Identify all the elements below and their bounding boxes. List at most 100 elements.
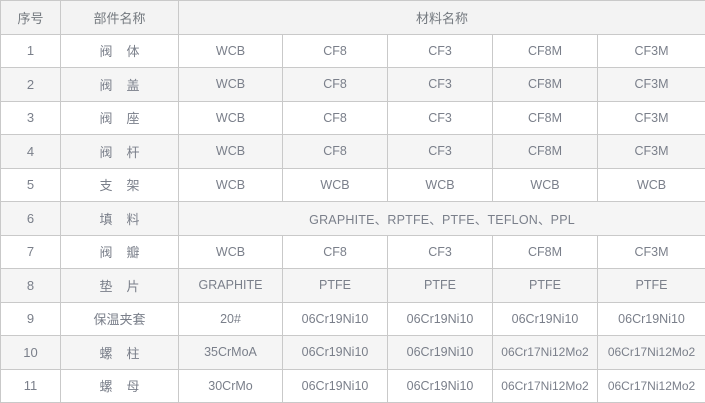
cell-material: 06Cr19Ni10 [283,302,388,336]
cell-part-name: 阀杆 [61,135,179,169]
cell-material: CF3M [598,235,705,269]
cell-material: 06Cr19Ni10 [388,336,493,370]
part-name-text: 阀体 [99,44,153,59]
cell-material: CF8 [283,101,388,135]
part-name-text: 阀杆 [99,145,153,160]
cell-material: WCB [179,168,283,202]
part-name-text: 螺母 [99,379,153,394]
part-name-text: 垫片 [99,279,153,294]
cell-material: WCB [598,168,705,202]
cell-part-name: 填料 [61,202,179,236]
cell-material: 06Cr17Ni12Mo2 [493,336,598,370]
cell-material: CF3 [388,235,493,269]
part-name-text: 阀座 [99,111,153,126]
cell-material: CF8M [493,235,598,269]
cell-sequence-number: 9 [1,302,61,336]
part-name-text: 支架 [99,178,153,193]
cell-sequence-number: 11 [1,369,61,403]
cell-sequence-number: 6 [1,202,61,236]
cell-part-name: 阀瓣 [61,235,179,269]
cell-part-name: 垫片 [61,269,179,303]
cell-part-name: 螺柱 [61,336,179,370]
cell-material: CF3 [388,101,493,135]
cell-sequence-number: 5 [1,168,61,202]
header-row: 序号部件名称材料名称 [1,1,705,35]
cell-sequence-number: 3 [1,101,61,135]
cell-material: CF3M [598,101,705,135]
cell-part-name: 螺母 [61,369,179,403]
cell-material: WCB [388,168,493,202]
cell-material: WCB [283,168,388,202]
cell-material: GRAPHITE [179,269,283,303]
cell-sequence-number: 2 [1,68,61,102]
cell-material: CF3M [598,34,705,68]
cell-material: WCB [179,34,283,68]
cell-material: CF3 [388,34,493,68]
cell-material: CF3M [598,135,705,169]
cell-material: PTFE [388,269,493,303]
cell-material: WCB [179,101,283,135]
cell-material: 30CrMo [179,369,283,403]
cell-material: CF8 [283,135,388,169]
cell-material: CF3M [598,68,705,102]
cell-sequence-number: 8 [1,269,61,303]
cell-material: WCB [493,168,598,202]
cell-material: CF8 [283,235,388,269]
cell-material: WCB [179,235,283,269]
table-row: 6 填料 GRAPHITE、RPTFE、PTFE、TEFLON、PPL [1,202,705,236]
cell-material: CF8M [493,68,598,102]
cell-part-name: 支架 [61,168,179,202]
cell-material: 06Cr19Ni10 [283,369,388,403]
cell-part-name: 阀盖 [61,68,179,102]
cell-material: WCB [179,135,283,169]
cell-part-name: 阀体 [61,34,179,68]
part-name-text: 填料 [99,212,153,227]
cell-part-name: 阀座 [61,101,179,135]
cell-material: 06Cr17Ni12Mo2 [493,369,598,403]
cell-material: 06Cr19Ni10 [283,336,388,370]
cell-material: 06Cr17Ni12Mo2 [598,369,705,403]
header-part: 部件名称 [61,1,179,35]
cell-material-merged: GRAPHITE、RPTFE、PTFE、TEFLON、PPL [179,202,705,236]
cell-material: CF8 [283,68,388,102]
cell-material: CF3 [388,68,493,102]
part-name-text: 螺柱 [99,346,153,361]
cell-material: CF8M [493,101,598,135]
cell-sequence-number: 10 [1,336,61,370]
cell-material: 20# [179,302,283,336]
cell-sequence-number: 1 [1,34,61,68]
cell-material: CF3 [388,135,493,169]
header-seq: 序号 [1,1,61,35]
header-material: 材料名称 [179,1,705,35]
cell-sequence-number: 7 [1,235,61,269]
cell-material: 06Cr17Ni12Mo2 [598,336,705,370]
cell-material: WCB [179,68,283,102]
cell-material: 06Cr19Ni10 [388,369,493,403]
cell-material: CF8M [493,135,598,169]
cell-material: 35CrMoA [179,336,283,370]
cell-material: 06Cr19Ni10 [598,302,705,336]
cell-material: CF8M [493,34,598,68]
part-name-text: 阀盖 [99,78,153,93]
cell-material: PTFE [598,269,705,303]
cell-material: 06Cr19Ni10 [388,302,493,336]
part-name-text: 阀瓣 [99,245,153,260]
cell-material: CF8 [283,34,388,68]
cell-sequence-number: 4 [1,135,61,169]
cell-part-name: 保温夹套 [61,302,179,336]
table-header: 序号部件名称材料名称 [1,1,705,35]
cell-material: PTFE [283,269,388,303]
cell-material: 06Cr19Ni10 [493,302,598,336]
